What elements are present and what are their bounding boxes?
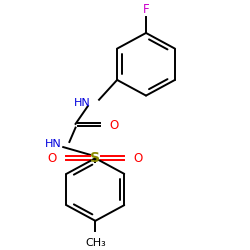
Text: O: O [134,152,143,165]
Text: S: S [90,151,100,165]
Text: O: O [48,152,57,165]
Text: F: F [143,2,149,16]
Text: HN: HN [45,139,62,149]
Text: HN: HN [74,98,90,108]
Text: O: O [109,119,118,132]
Text: CH₃: CH₃ [85,238,106,248]
